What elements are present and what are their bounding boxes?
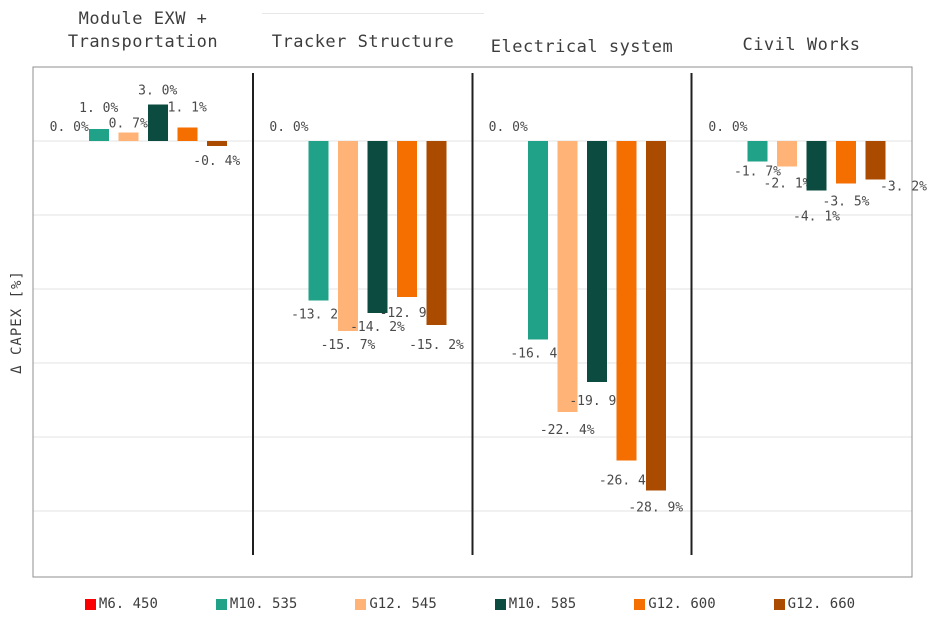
plot-frame [32,66,913,578]
bar-G12.600-group2 [397,141,417,298]
bar-M10.585-group1 [147,104,168,141]
bar-G12.660-group3 [645,141,666,491]
legend-swatch-g12-600 [634,598,646,610]
bar-G12.545-group4 [777,141,797,167]
legend-swatch-g12-660 [773,598,785,610]
bar-G12.660-group1 [206,141,227,146]
value-label: 0. 0% [50,120,89,135]
value-label: -0. 4% [193,154,240,169]
bar-M10.585-group4 [806,141,827,191]
value-label: -28. 9% [628,501,683,516]
legend-swatch-g12-545 [355,598,367,610]
bar-G12.660-group2 [426,141,447,325]
bar-G12.545-group1 [118,132,139,141]
legend-label-m10-535: M10. 535 [229,596,298,612]
value-label: 0. 0% [489,120,528,135]
group-title-civil-works: Civil Works [742,35,861,55]
legend-item-m10-585: M10. 585 [494,596,577,612]
bar-G12.545-group3 [557,141,578,413]
bar-G12.600-group1 [177,127,198,141]
legend-item-g12-545: G12. 545 [355,596,437,612]
value-label: -3. 5% [823,194,870,209]
value-label: -26. 4% [599,473,654,488]
bar-M10.535-group1 [88,128,109,141]
bar-M10.535-group3 [527,141,548,340]
value-label: 0. 7% [109,117,148,132]
legend-item-m6-450: M6. 450 [84,596,158,612]
value-label: -4. 1% [793,210,840,225]
value-label: -2. 1% [764,176,811,191]
bar-M10.535-group4 [747,141,768,162]
legend-swatch-m10-535 [215,598,227,610]
legend-item-g12-600: G12. 600 [634,596,716,612]
bar-G12.600-group4 [836,141,856,184]
value-label: 0. 0% [269,120,308,135]
value-label: 0. 0% [708,120,747,135]
legend-label-m10-585: M10. 585 [508,596,577,612]
value-label: -3. 2% [880,180,927,195]
value-label: -19. 9% [569,394,624,409]
legend-label-g12-600: G12. 600 [648,596,716,612]
bar-M10.535-group2 [308,141,329,301]
value-label: -16. 4% [510,346,565,361]
legend-item-m10-535: M10. 535 [215,596,298,612]
value-label: -13. 2% [291,308,346,323]
value-label: -15. 2% [409,338,464,353]
bar-M10.585-group2 [367,141,388,313]
legend-swatch-m6-450 [84,598,96,610]
legend-item-g12-660: G12. 660 [773,596,856,612]
value-label: 1. 0% [79,101,118,116]
bar-G12.545-group2 [338,141,358,331]
value-label: 1. 1% [168,101,207,116]
bar-M10.585-group3 [586,141,607,382]
bar-G12.600-group3 [616,141,637,461]
title-box-border-line [262,13,484,14]
legend-label-m6-450: M6. 450 [98,596,158,612]
group-title-electrical-system: Electrical system [490,37,674,57]
value-label: -14. 2% [350,320,405,335]
value-label: -15. 7% [321,338,376,353]
group-title-tracker-structure: Tracker Structure [271,32,455,52]
legend-swatch-m10-585 [494,598,506,610]
legend-label-g12-545: G12. 545 [369,596,437,612]
legend-label-g12-660: G12. 660 [787,596,856,612]
bar-G12.660-group4 [865,141,886,180]
value-label: 3. 0% [138,84,177,99]
group-title-module-exw-transportation: Module EXW + Transportation [67,9,219,52]
value-label: -1. 7% [734,165,781,180]
value-label: -22. 4% [540,423,595,438]
value-label: -12. 9% [380,306,435,321]
legend: M6. 450 M10. 535 G12. 545 M10. 585 G12. … [0,596,940,612]
